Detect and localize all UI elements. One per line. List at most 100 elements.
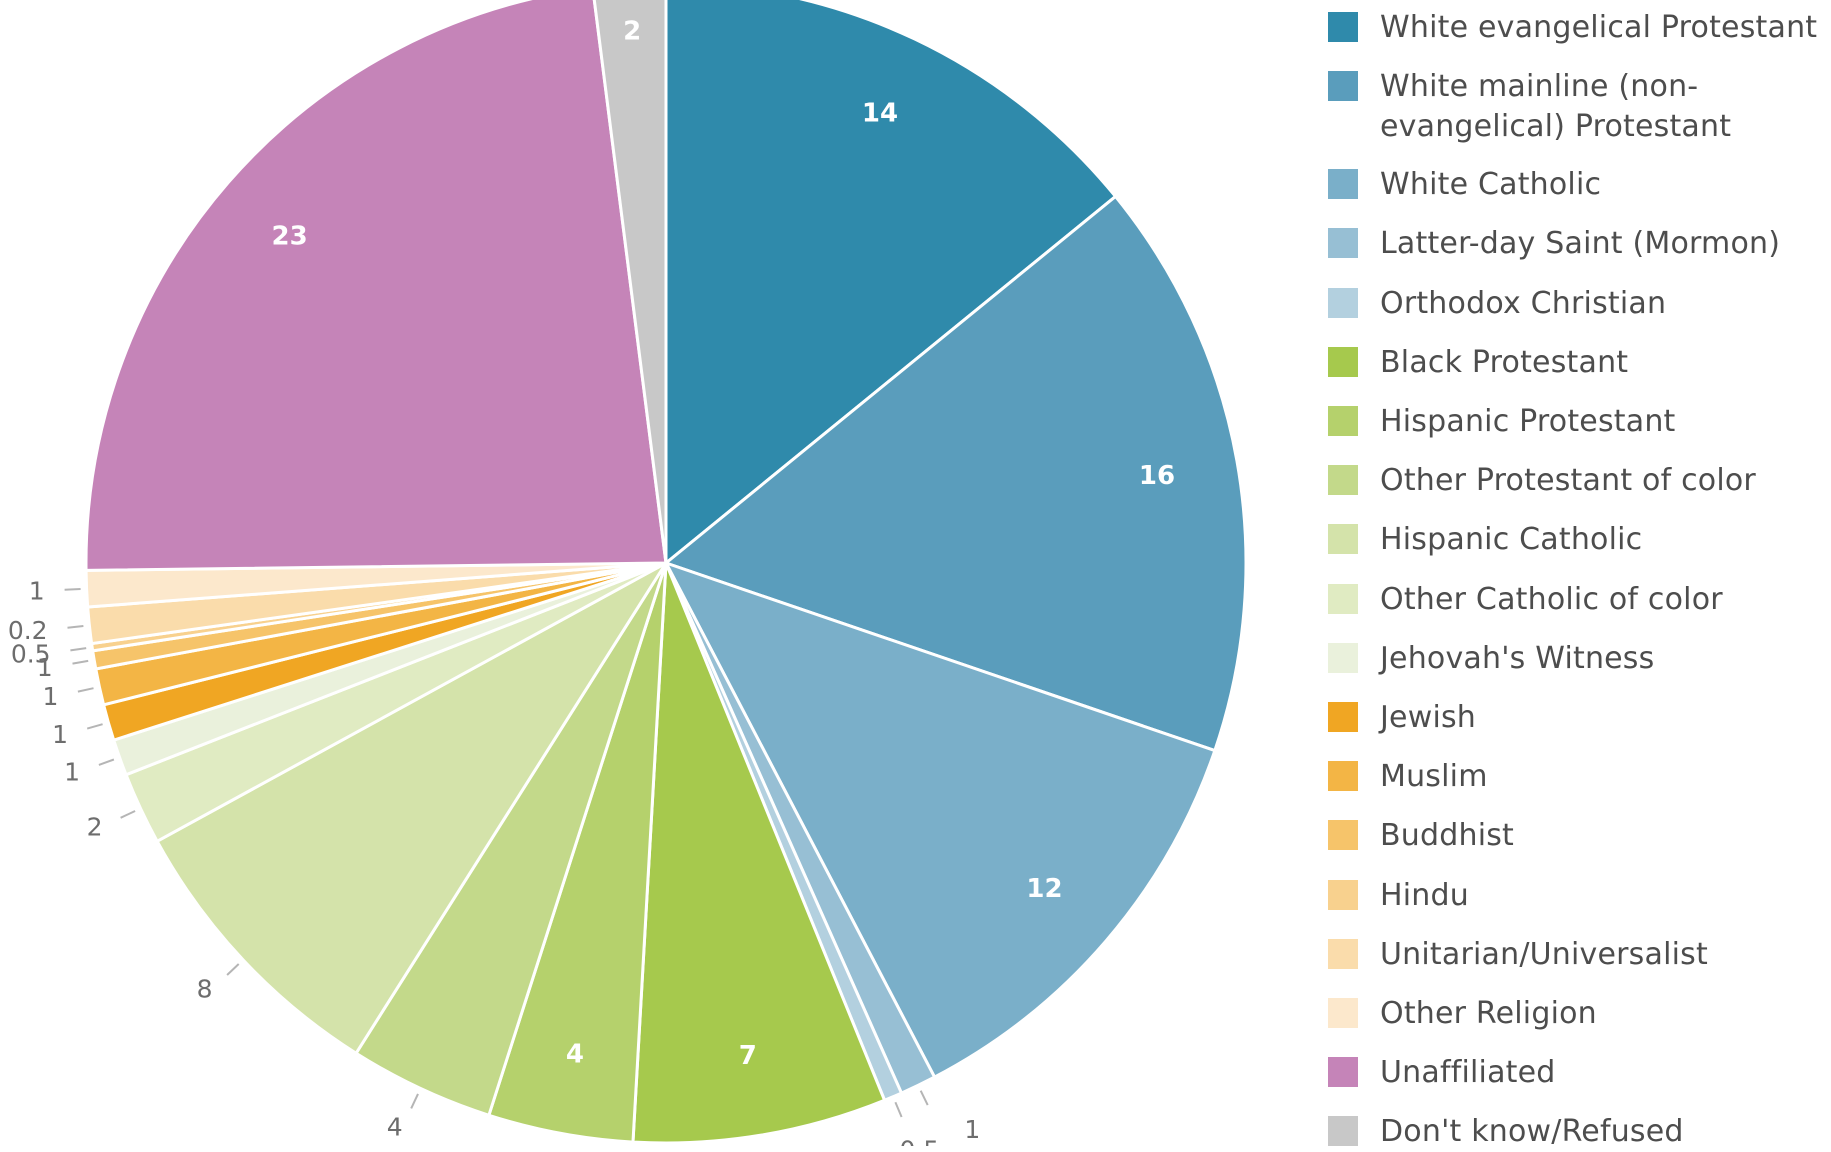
legend-swatch — [1328, 12, 1358, 42]
data-label-other-catholic-of-color: 2 — [87, 812, 103, 841]
legend-item-jewish: Jewish — [1328, 698, 1476, 738]
legend-item-black-protestant: Black Protestant — [1328, 343, 1628, 383]
data-label-jehovah-s-witness: 1 — [64, 758, 80, 787]
legend-label: White Catholic — [1380, 165, 1601, 205]
pie-slice-white-catholic — [662, 560, 1217, 1080]
legend-swatch — [1328, 583, 1358, 614]
leader-line-unitarian-universalist — [67, 625, 84, 629]
legend-label: Jewish — [1380, 698, 1476, 738]
legend-label: Buddhist — [1380, 816, 1514, 856]
legend-label: Orthodox Christian — [1380, 284, 1666, 324]
legend-label-line: Orthodox Christian — [1380, 285, 1667, 321]
legend-label-line: evangelical) Protestant — [1380, 109, 1732, 145]
data-label-black-protestant: 7 — [739, 1041, 757, 1071]
data-label-white-mainline-non-evangelical-protestant: 16 — [1139, 461, 1175, 491]
legend-label: White evangelical Protestant — [1380, 8, 1817, 48]
data-label-hindu: 0.5 — [11, 639, 51, 668]
legend-swatch — [1328, 169, 1358, 200]
legend-swatch — [1328, 761, 1358, 792]
legend-item-other-catholic-of-color: Other Catholic of color — [1328, 580, 1723, 620]
legend-swatch — [1328, 642, 1358, 673]
pie-slices — [84, 0, 1248, 1145]
legend-item-hindu: Hindu — [1328, 876, 1469, 916]
data-label-buddhist: 1 — [37, 653, 53, 682]
legend-label: White mainline (non-evangelical) Protest… — [1380, 67, 1731, 147]
data-label-white-evangelical-protestant: 14 — [862, 98, 898, 128]
legend-item-hispanic-catholic: Hispanic Catholic — [1328, 520, 1642, 560]
legend-label: Hispanic Protestant — [1380, 402, 1676, 442]
data-label-white-catholic: 12 — [1026, 874, 1062, 904]
legend-swatch — [1328, 1057, 1358, 1088]
legend-swatch — [1328, 465, 1358, 496]
leader-line-hindu — [70, 647, 87, 652]
legend-label: Unitarian/Universalist — [1380, 935, 1708, 975]
legend-swatch — [1328, 1116, 1358, 1147]
legend-label: Other Protestant of color — [1380, 461, 1756, 501]
legend-label-line: Other Protestant of color — [1380, 463, 1756, 499]
legend-swatch — [1328, 406, 1358, 436]
data-label-orthodox-christian: 0.5 — [900, 1135, 940, 1146]
legend-swatch — [1328, 820, 1358, 851]
legend-item-jehovah-s-witness: Jehovah's Witness — [1328, 639, 1654, 679]
legend-label: Muslim — [1380, 757, 1488, 797]
legend-item-white-evangelical-protestant: White evangelical Protestant — [1328, 8, 1817, 48]
data-label-other-protestant-of-color: 4 — [387, 1113, 403, 1142]
legend-label-line: White mainline (non- — [1380, 69, 1699, 105]
leader-line-jewish — [86, 723, 103, 730]
legend-label-line: Latter-day Saint (Mormon) — [1380, 226, 1781, 262]
legend-label: Jehovah's Witness — [1380, 639, 1654, 679]
legend-item-unitarian-universalist: Unitarian/Universalist — [1328, 935, 1708, 975]
legend-label: Unaffiliated — [1380, 1053, 1556, 1093]
legend-label-line: White evangelical Protestant — [1380, 10, 1818, 45]
legend-item-don-t-know-refused: Don't know/Refused — [1328, 1112, 1684, 1152]
legend-label-line: Don't know/Refused — [1380, 1114, 1684, 1150]
legend-label-line: Buddhist — [1380, 818, 1515, 854]
pie-slice-don-t-know-refused — [592, 0, 668, 564]
legend-item-unaffiliated: Unaffiliated — [1328, 1053, 1556, 1093]
legend-swatch — [1328, 998, 1358, 1028]
legend-swatch — [1328, 879, 1358, 910]
legend-item-muslim: Muslim — [1328, 757, 1488, 797]
legend-label: Hispanic Catholic — [1380, 520, 1642, 560]
legend-item-white-mainline-non-evangelical-protestant: White mainline (non-evangelical) Protest… — [1328, 67, 1731, 147]
data-label-jewish: 1 — [52, 720, 68, 749]
data-label-don-t-know-refused: 2 — [623, 17, 641, 47]
legend-label-line: Black Protestant — [1380, 344, 1629, 380]
legend-label-line: Unaffiliated — [1380, 1055, 1556, 1091]
pie-slice-hispanic-catholic — [155, 558, 671, 1056]
legend-swatch — [1328, 938, 1358, 969]
legend-label-line: Jehovah's Witness — [1380, 640, 1655, 676]
data-label-muslim: 1 — [42, 682, 58, 711]
legend-label-line: Muslim — [1380, 759, 1488, 795]
leader-line-other-protestant-of-color — [410, 1093, 419, 1109]
legend-label: Don't know/Refused — [1380, 1112, 1684, 1152]
legend-item-other-religion: Other Religion — [1328, 994, 1597, 1034]
leader-line-other-religion — [64, 588, 81, 591]
legend-item-buddhist: Buddhist — [1328, 816, 1514, 856]
legend-label-line: Hindu — [1380, 877, 1469, 913]
legend-swatch — [1328, 71, 1358, 102]
legend-item-white-catholic: White Catholic — [1328, 165, 1601, 205]
legend-swatch — [1328, 346, 1358, 377]
leader-line-buddhist — [72, 659, 89, 665]
leader-line-hispanic-catholic — [226, 963, 240, 976]
legend-label-line: Jewish — [1380, 700, 1477, 735]
legend-swatch — [1328, 702, 1358, 732]
data-label-unaffiliated: 23 — [272, 222, 308, 252]
data-label-hispanic-protestant: 4 — [566, 1039, 584, 1069]
leader-line-muslim — [77, 687, 94, 693]
leader-line-latter-day-saint-mormon — [919, 1090, 929, 1106]
legend-item-latter-day-saint-mormon: Latter-day Saint (Mormon) — [1328, 224, 1780, 264]
legend-label-line: Other Catholic of color — [1380, 581, 1723, 617]
pie-slice-black-protestant — [631, 562, 887, 1145]
legend-label: Other Religion — [1380, 994, 1597, 1034]
legend-label: Hindu — [1380, 876, 1469, 916]
pie-slice-unaffiliated — [84, 0, 668, 572]
legend-label-line: Hispanic Protestant — [1380, 404, 1676, 439]
leader-line-orthodox-christian — [894, 1101, 903, 1118]
data-label-unitarian-universalist: 0.2 — [8, 616, 48, 645]
legend-label-line: Other Religion — [1380, 996, 1597, 1031]
legend-item-orthodox-christian: Orthodox Christian — [1328, 284, 1666, 324]
data-label-other-religion: 1 — [29, 577, 45, 606]
